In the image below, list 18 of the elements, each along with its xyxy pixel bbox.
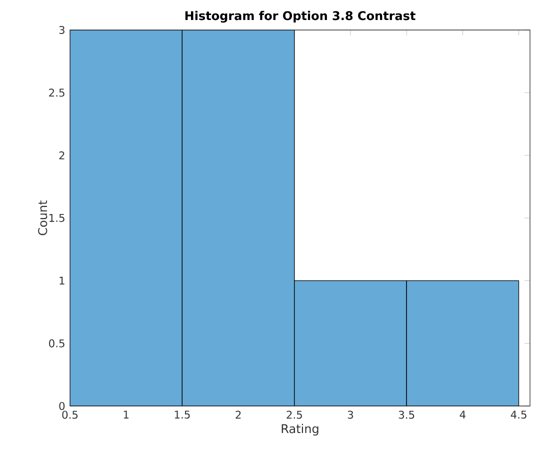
x-tick-label: 3.5	[398, 410, 414, 419]
x-tick-label: 3	[348, 410, 354, 419]
x-axis-title: Rating	[282, 424, 318, 436]
x-tick-label: 2.5	[286, 410, 302, 419]
y-axis-title: Count	[38, 200, 48, 236]
y-tick-label: 3	[59, 26, 64, 34]
y-tick-label: 2	[59, 151, 64, 160]
x-tick-label: 1	[124, 410, 128, 418]
x-tick-label: 4.5	[510, 410, 526, 419]
x-tick-label: 4	[460, 410, 466, 418]
x-tick-label: 1.5	[174, 410, 190, 419]
y-tick-label: 2.5	[49, 88, 64, 97]
x-tick-label: 2	[236, 410, 241, 419]
y-tick-label: 1	[60, 276, 64, 285]
y-tick-label: 0.5	[49, 339, 64, 348]
y-tick-label: 1.5	[50, 214, 64, 222]
chart-title: Histogram for Option 3.8 Contrast	[185, 10, 416, 23]
y-tick-label: 0	[59, 402, 65, 410]
